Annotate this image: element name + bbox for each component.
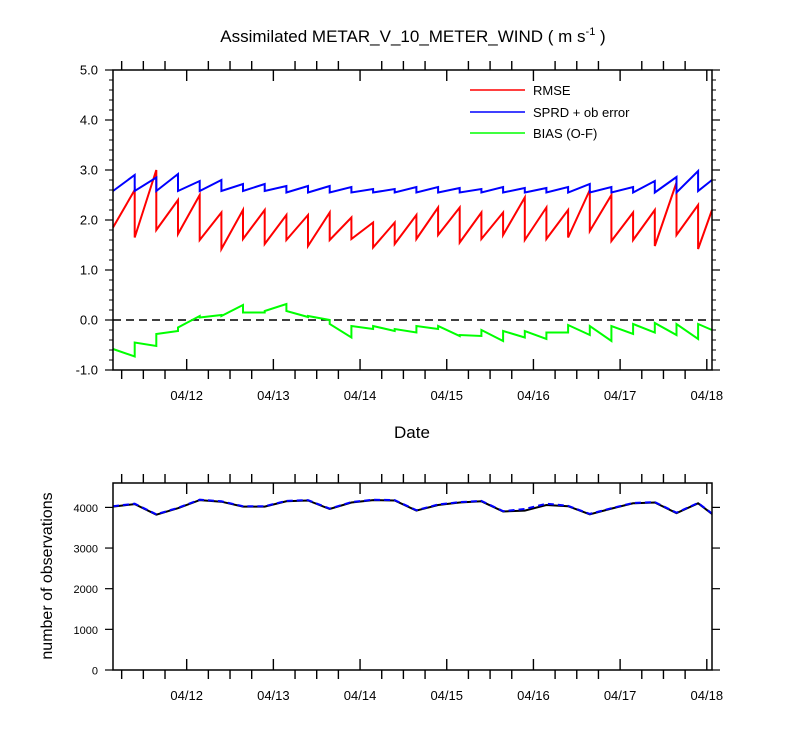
- top-x-axis-label: Date: [394, 423, 430, 442]
- top-chart: 04/12 04/13 04/14 04/15 04/16 04/17 04/18 -1.0 0…: [76, 61, 723, 442]
- bottom-chart: 04/12 04/13 04/14 04/15 04/16 04/17 04/18 0 1000…: [39, 474, 723, 703]
- bottom-plot-frame: [112, 482, 713, 671]
- x-tick-label: 04/12: [170, 688, 203, 703]
- x-tick-label: 04/18: [691, 388, 724, 403]
- series-line-sprd-ob-error: [112, 168, 713, 195]
- x-tick-label: 04/14: [344, 688, 377, 703]
- y-tick-label: 4000: [74, 503, 98, 515]
- x-tick-label: 04/13: [257, 688, 290, 703]
- x-tick-label: 04/16: [517, 688, 550, 703]
- series-line-rmse: [112, 169, 713, 253]
- bottom-series-group: [112, 498, 713, 516]
- y-tick-label: 3.0: [80, 163, 98, 178]
- legend-label-rmse: RMSE: [533, 83, 571, 98]
- y-tick-label: 0: [92, 666, 98, 678]
- x-tick-label: 04/15: [430, 388, 463, 403]
- top-chart-title: Assimilated METAR_V_10_METER_WIND ( m s-…: [220, 26, 605, 46]
- x-tick-label: 04/17: [604, 388, 637, 403]
- legend-label-bias: BIAS (O-F): [533, 126, 597, 141]
- y-tick-label: 4.0: [80, 113, 98, 128]
- y-tick-label: 5.0: [80, 63, 98, 78]
- x-tick-label: 04/18: [691, 688, 724, 703]
- x-tick-label: 04/13: [257, 388, 290, 403]
- y-tick-label: 2.0: [80, 213, 98, 228]
- x-tick-label: 04/17: [604, 688, 637, 703]
- bottom-y-axis-label: number of observations: [39, 492, 56, 659]
- top-series-group: [112, 168, 713, 358]
- y-tick-label: 1.0: [80, 263, 98, 278]
- series-line-observations-possible: [112, 499, 713, 516]
- series-line-observations-used: [112, 498, 713, 516]
- y-tick-label: 2000: [74, 584, 98, 596]
- series-line-bias-o-f: [112, 302, 713, 358]
- y-tick-label: 1000: [74, 625, 98, 637]
- x-tick-label: 04/16: [517, 388, 550, 403]
- y-tick-label: 0.0: [80, 313, 98, 328]
- top-chart-legend: RMSE SPRD + ob error BIAS (O-F): [470, 83, 630, 141]
- x-tick-label: 04/12: [170, 388, 203, 403]
- y-tick-label: -1.0: [76, 363, 98, 378]
- x-tick-label: 04/14: [344, 388, 377, 403]
- x-tick-label: 04/15: [430, 688, 463, 703]
- y-tick-label: 3000: [74, 544, 98, 556]
- legend-label-sprd: SPRD + ob error: [533, 105, 630, 120]
